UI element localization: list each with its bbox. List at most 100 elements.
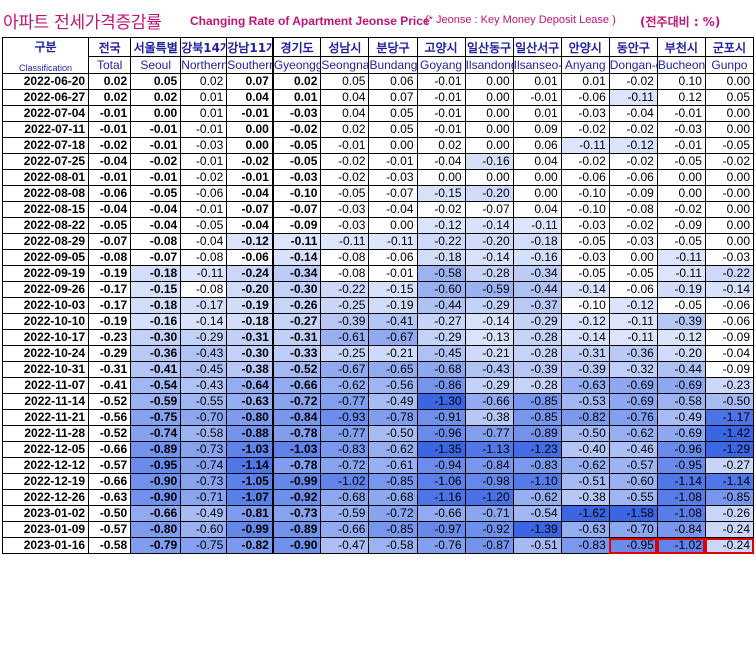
value-cell: 0.04: [226, 89, 274, 106]
value-cell: -0.04: [130, 217, 182, 234]
value-cell: -0.74: [180, 457, 228, 474]
value-cell: -0.60: [180, 521, 228, 538]
value-cell: -0.02: [560, 153, 610, 170]
value-cell: -0.06: [560, 169, 610, 186]
value-cell: 0.00: [464, 73, 514, 90]
value-cell: 0.01: [271, 89, 322, 106]
value-cell: -0.64: [226, 377, 274, 394]
value-cell: -0.62: [560, 457, 610, 474]
table-row: 2022-10-24 -0.29 -0.36 -0.43 -0.30 -0.33 -0.25…: [1, 345, 755, 362]
value-cell: 0.05: [130, 73, 182, 90]
value-cell: -0.16: [512, 249, 562, 266]
value-cell: -1.03: [271, 441, 322, 458]
column-header-english: Gunpo: [704, 56, 755, 74]
value-cell: -1.20: [464, 489, 514, 506]
value-cell: -0.92: [271, 489, 322, 506]
value-cell: -0.02: [271, 121, 322, 138]
value-cell: -0.04: [368, 201, 418, 218]
row-date: 2022-10-10: [1, 313, 90, 330]
value-cell: -0.08: [320, 265, 370, 282]
value-cell: -0.01: [416, 105, 466, 122]
value-cell: -0.34: [271, 265, 322, 282]
table-row: 2022-12-19 -0.66 -0.90 -0.73 -1.05 -0.99 -1.02…: [1, 473, 755, 490]
value-cell: -0.62: [320, 377, 370, 394]
table-row: 2022-09-19 -0.19 -0.18 -0.11 -0.24 -0.34 -0.08…: [1, 265, 755, 282]
table-row: 2023-01-02 -0.50 -0.66 -0.49 -0.81 -0.73 -0.59…: [1, 505, 755, 522]
value-cell: 0.12: [656, 89, 706, 106]
value-cell: -0.89: [512, 425, 562, 442]
value-cell: -0.58: [368, 537, 418, 554]
table-row: 2022-11-21 -0.56 -0.75 -0.70 -0.80 -0.84 -0.93…: [1, 409, 755, 426]
value-cell: -0.34: [512, 265, 562, 282]
value-cell: -0.01: [88, 121, 132, 138]
value-cell: -0.02: [608, 121, 658, 138]
column-header-english: Southern Seoul: [226, 56, 274, 74]
value-cell: -0.19: [368, 297, 418, 314]
value-cell: -0.01: [130, 121, 182, 138]
value-cell: 0.04: [320, 89, 370, 106]
value-cell: -0.11: [608, 89, 658, 106]
value-cell: 0.02: [130, 89, 182, 106]
value-cell: -0.58: [416, 265, 466, 282]
value-cell: -0.56: [368, 377, 418, 394]
value-cell: -0.18: [512, 233, 562, 250]
column-header-korean: 군포시: [704, 36, 755, 58]
value-cell: -0.02: [320, 153, 370, 170]
value-cell: -0.13: [464, 329, 514, 346]
value-cell: -0.70: [608, 521, 658, 538]
value-cell: -0.02: [180, 169, 228, 186]
value-cell: -0.14: [464, 313, 514, 330]
value-cell: -0.44: [512, 281, 562, 298]
value-cell: -0.69: [608, 393, 658, 410]
title-korean: 아파트 전세가격증감률: [3, 13, 162, 33]
value-cell: -0.17: [88, 297, 132, 314]
value-cell: -0.68: [320, 489, 370, 506]
value-cell: -0.05: [271, 137, 322, 154]
value-cell: -0.94: [416, 457, 466, 474]
value-cell: -0.10: [560, 297, 610, 314]
value-cell: -0.95: [608, 537, 658, 554]
value-cell: 0.02: [88, 89, 132, 106]
value-cell: -0.11: [656, 265, 706, 282]
value-cell: -0.29: [464, 377, 514, 394]
table-row: 2022-08-15 -0.04 -0.04 -0.01 -0.07 -0.07 -0.03…: [1, 201, 755, 218]
value-cell: -0.03: [656, 121, 706, 138]
value-cell: -1.14: [226, 457, 274, 474]
value-cell: -0.03: [320, 217, 370, 234]
value-cell: -0.05: [656, 153, 706, 170]
value-cell: -0.41: [88, 377, 132, 394]
value-cell: -0.03: [271, 169, 322, 186]
value-cell: -0.07: [271, 201, 322, 218]
table-row: 2022-07-25 -0.04 -0.02 -0.01 -0.02 -0.05 -0.02…: [1, 153, 755, 170]
classification-label-korean: 구분: [34, 40, 57, 54]
value-cell: -0.12: [656, 329, 706, 346]
jeonse-rate-table: 구분 Classification 전국 서울특별 강북14개 강남11개 경기도 성남시 분당…: [1, 36, 755, 554]
row-date: 2022-10-31: [1, 361, 90, 378]
value-cell: -0.01: [656, 137, 706, 154]
table-row: 2022-10-10 -0.19 -0.16 -0.14 -0.18 -0.27 -0.39…: [1, 313, 755, 330]
table-row: 2022-10-31 -0.31 -0.41 -0.45 -0.38 -0.52 -0.67…: [1, 361, 755, 378]
value-cell: -0.29: [416, 329, 466, 346]
row-date: 2023-01-16: [1, 537, 90, 554]
value-cell: -0.06: [180, 185, 228, 202]
value-cell: -0.11: [608, 329, 658, 346]
value-cell: -0.52: [88, 393, 132, 410]
value-cell: -0.04: [180, 233, 228, 250]
value-cell: -0.11: [656, 249, 706, 266]
row-date: 2022-12-12: [1, 457, 90, 474]
value-cell: 0.02: [271, 73, 322, 90]
value-cell: -0.69: [608, 377, 658, 394]
value-cell: -0.62: [368, 441, 418, 458]
value-cell: -0.51: [560, 473, 610, 490]
value-cell: -0.58: [88, 537, 132, 554]
value-cell: -0.01: [130, 169, 182, 186]
column-header-english: Goyang: [416, 56, 466, 74]
value-cell: -0.16: [130, 313, 182, 330]
row-date: 2022-10-24: [1, 345, 90, 362]
title-note: (* Jeonse : Key Money Deposit Lease ): [425, 14, 616, 26]
value-cell: -0.90: [271, 537, 322, 554]
value-cell: -0.29: [180, 329, 228, 346]
value-cell: -0.78: [271, 457, 322, 474]
value-cell: 0.00: [464, 137, 514, 154]
value-cell: -0.29: [464, 297, 514, 314]
